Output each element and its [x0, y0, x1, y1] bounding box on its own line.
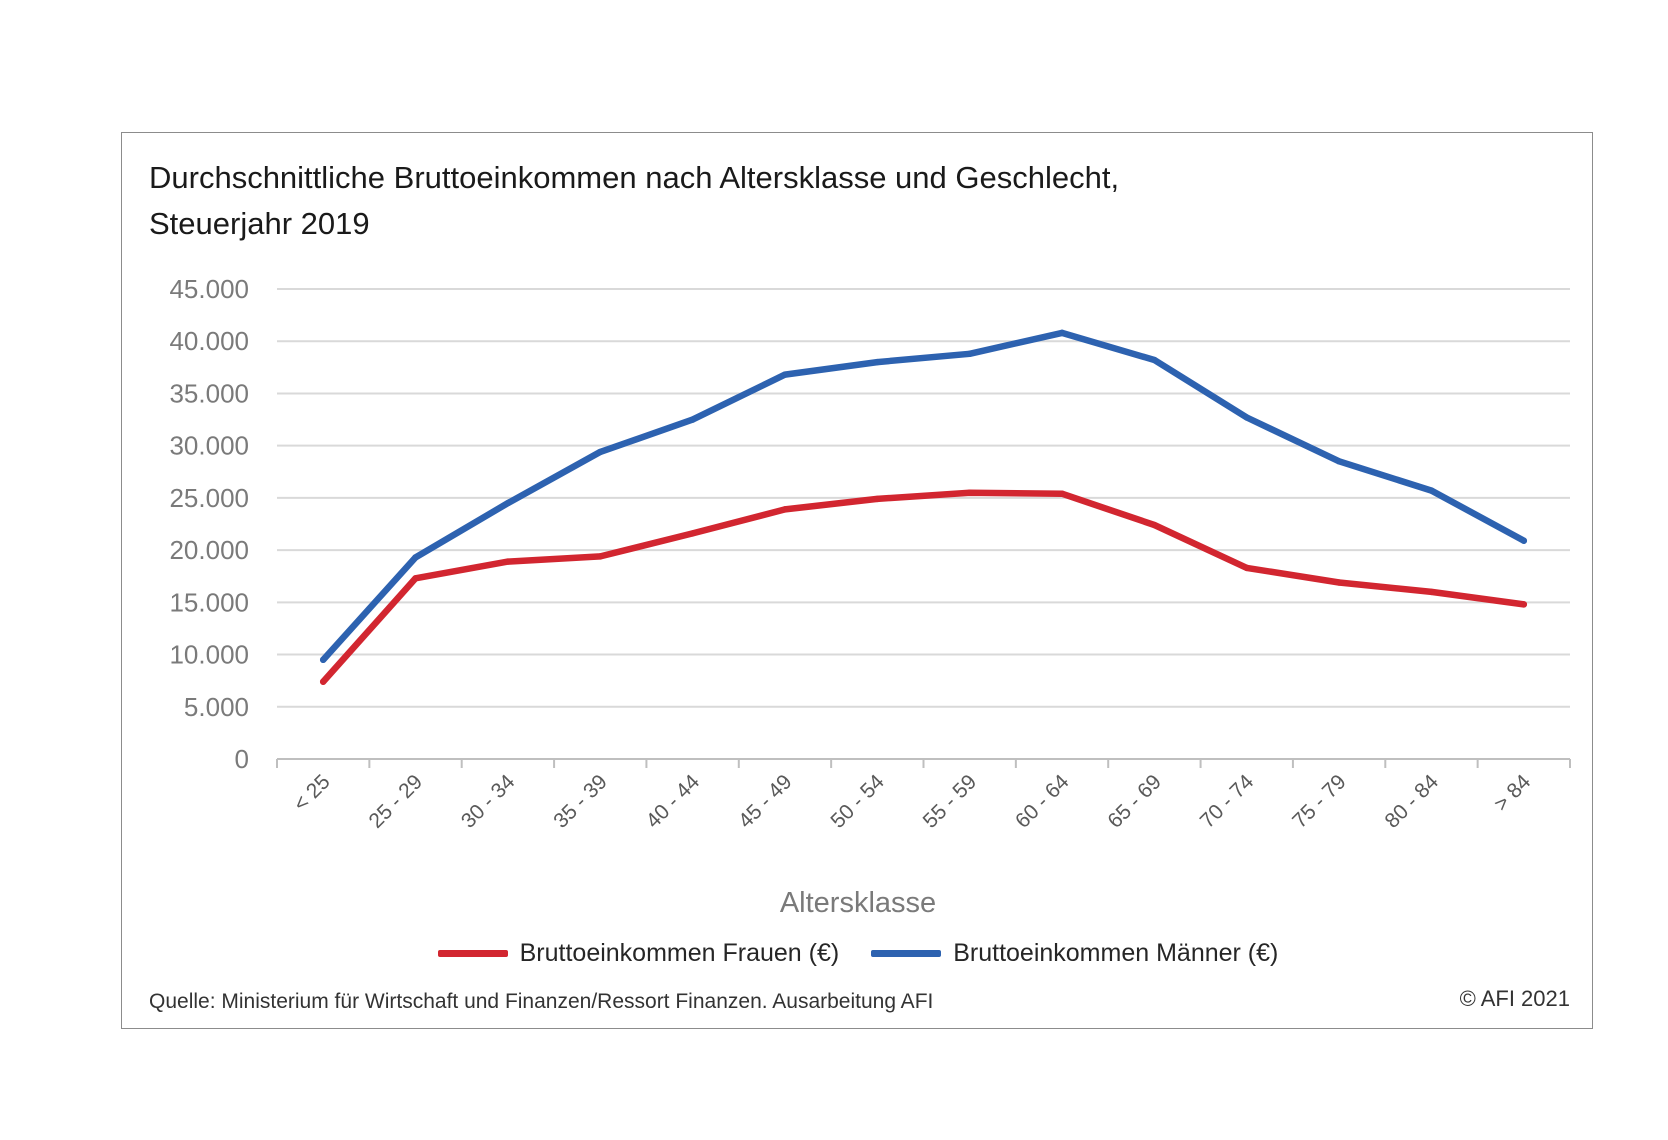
legend-label-maenner: Bruttoeinkommen Männer (€): [953, 939, 1279, 967]
y-tick-label: 35.000: [169, 378, 249, 408]
data-point: [1428, 487, 1435, 494]
y-tick-label: 0: [235, 744, 249, 774]
legend-item-frauen: Bruttoeinkommen Frauen (€): [437, 939, 840, 968]
series-line: [319, 329, 1528, 664]
data-point: [1428, 588, 1435, 596]
data-point: [874, 358, 881, 366]
data-point: [874, 495, 881, 503]
y-tick-label: 40.000: [169, 326, 249, 356]
data-point: [966, 350, 973, 357]
x-tick-label: 30 - 34: [457, 770, 520, 833]
source-note: Quelle: Ministerium für Wirtschaft und F…: [149, 990, 934, 1013]
x-tick-label: 50 - 54: [826, 770, 889, 833]
x-tick-label: 65 - 69: [1103, 770, 1166, 833]
data-point: [781, 506, 789, 513]
x-tick-label: 40 - 44: [642, 770, 705, 833]
x-tick-label: 60 - 64: [1011, 770, 1074, 833]
legend: Bruttoeinkommen Frauen (€) Bruttoeinkomm…: [122, 939, 1594, 968]
line-chart-plot: 0 5.000 10.000 15.000 20.000 25.000 30.000 35.0…: [169, 274, 1571, 833]
data-point: [1243, 564, 1250, 572]
data-point: [1335, 579, 1343, 586]
chart-title-line-1: Durchschnittliche Bruttoeinkommen nach A…: [149, 160, 1120, 195]
data-point: [504, 558, 512, 565]
data-point: [1520, 537, 1528, 544]
y-tick-label: 15.000: [169, 587, 249, 617]
data-point: [597, 448, 604, 456]
y-tick-label: 20.000: [169, 535, 249, 565]
y-tick-label: 25.000: [169, 483, 249, 513]
y-tick-label: 10.000: [169, 640, 249, 670]
legend-item-maenner: Bruttoeinkommen Männer (€): [871, 939, 1278, 968]
y-tick-label: 45.000: [169, 274, 249, 304]
data-point: [319, 656, 327, 663]
x-tick-label: > 84: [1490, 770, 1536, 816]
x-tick-label: 75 - 79: [1288, 770, 1351, 833]
data-point: [966, 489, 973, 496]
x-tick-label: 70 - 74: [1196, 770, 1259, 833]
x-tick-label: 45 - 49: [734, 770, 797, 833]
data-point: [1151, 521, 1158, 529]
copyright-note: © AFI 2021: [1459, 986, 1570, 1011]
data-point: [319, 678, 327, 685]
data-point: [412, 554, 419, 561]
x-tick-label: 35 - 39: [549, 770, 612, 833]
chart-title-line-2: Steuerjahr 2019: [149, 206, 370, 241]
data-point: [1520, 601, 1528, 608]
chart-title: Durchschnittliche Bruttoeinkommen nach A…: [149, 155, 1449, 247]
data-point: [689, 530, 696, 537]
x-tick-label: < 25: [289, 770, 335, 816]
data-point: [1151, 356, 1158, 364]
chart-frame: Durchschnittliche Bruttoeinkommen nach A…: [121, 132, 1593, 1029]
data-point: [1243, 414, 1250, 421]
data-point: [597, 553, 604, 560]
series-line: [319, 489, 1528, 685]
y-tick-label: 30.000: [169, 431, 249, 461]
data-point: [1335, 458, 1343, 465]
data-point: [1058, 490, 1066, 497]
legend-swatch-frauen: [437, 950, 508, 957]
data-point: [781, 371, 789, 378]
x-axis-title: Altersklasse: [779, 887, 937, 919]
y-tick-label: 5.000: [184, 692, 249, 722]
x-tick-label: 80 - 84: [1380, 770, 1443, 833]
legend-label-frauen: Bruttoeinkommen Frauen (€): [519, 939, 840, 967]
x-tick-label: 25 - 29: [365, 770, 428, 833]
data-point: [1058, 329, 1066, 337]
data-point: [689, 416, 696, 423]
x-tick-label: 55 - 59: [919, 770, 982, 833]
data-point: [504, 499, 512, 507]
legend-swatch-maenner: [871, 950, 942, 957]
data-point: [412, 575, 419, 582]
